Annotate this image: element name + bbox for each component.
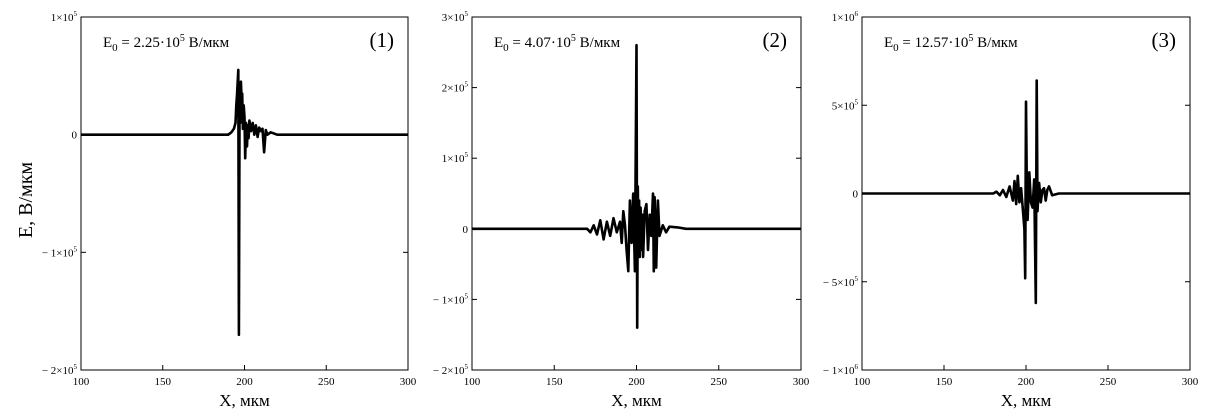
y-axis-label: E, В/мкм [15, 162, 37, 238]
y-tick-label-3-4: − 1×106 [823, 363, 859, 377]
y-tick-label-2-1: 2×105 [442, 81, 469, 95]
y-tick-label-1-1: 0 [72, 130, 78, 142]
e0-annotation-2: E0 = 4.07·105 В/мкм [494, 33, 621, 54]
y-tick-label-1-3: − 2×105 [42, 363, 78, 377]
x-axis-label-2: X, мкм [611, 391, 662, 410]
panel-number-3: (3) [1152, 28, 1177, 52]
y-tick-label-2-5: − 2×105 [433, 363, 469, 377]
series-line-3 [862, 79, 1190, 305]
e0-annotation-3: E0 = 12.57·105 В/мкм [884, 33, 1018, 54]
x-tick-label-2-4: 300 [793, 376, 810, 388]
series-line-1 [81, 68, 408, 336]
y-tick-label-3-2: 0 [853, 189, 859, 201]
plot-frame-1 [80, 16, 409, 371]
y-tick-label-1-0: 1×105 [51, 10, 78, 24]
e0-annotation-1: E0 = 2.25·105 В/мкм [103, 33, 230, 54]
x-tick-label-2-0: 100 [464, 376, 481, 388]
y-tick-label-1-2: − 1×105 [42, 245, 78, 259]
y-tick-label-3-1: 5×105 [832, 98, 859, 112]
x-axis-label-3: X, мкм [1001, 391, 1052, 410]
x-tick-label-3-4: 300 [1182, 376, 1199, 388]
y-tick-label-3-3: − 5×105 [823, 275, 859, 289]
x-tick-label-3-2: 200 [1018, 376, 1035, 388]
panel-number-2: (2) [763, 28, 788, 52]
x-tick-label-2-2: 200 [628, 376, 645, 388]
x-tick-label-1-3: 250 [318, 376, 335, 388]
x-tick-label-1-4: 300 [400, 376, 417, 388]
x-tick-label-3-3: 250 [1100, 376, 1117, 388]
y-tick-label-2-3: 0 [463, 224, 469, 236]
x-tick-label-3-0: 100 [854, 376, 871, 388]
panel-1: 100 150 200 250 300 1×105 0 − 1×105 − 2×105 X, мк… [42, 10, 417, 410]
x-tick-label-1-1: 150 [155, 376, 172, 388]
panel-3: 100 150 200 250 300 1×106 5×105 0 − 5×105 − 1×106… [823, 10, 1199, 410]
y-tick-label-2-2: 1×105 [442, 151, 469, 165]
x-axis-label-1: X, мкм [219, 391, 270, 410]
y-tick-label-2-4: − 1×105 [433, 292, 469, 306]
series-line-2 [472, 43, 801, 329]
x-tick-label-3-1: 150 [936, 376, 953, 388]
y-tick-label-3-0: 1×106 [832, 10, 859, 24]
x-tick-label-2-3: 250 [711, 376, 728, 388]
panel-2: 100 150 200 250 300 3×105 2×105 1×105 0 − 1×105 − … [433, 10, 810, 410]
x-tick-label-1-0: 100 [73, 376, 90, 388]
panels: 100 150 200 250 300 1×105 0 − 1×105 − 2×105 X, мк… [42, 10, 1199, 410]
panel-number-1: (1) [370, 28, 395, 52]
x-tick-label-2-1: 150 [546, 376, 563, 388]
y-tick-label-2-0: 3×105 [442, 10, 469, 24]
x-tick-label-1-2: 200 [236, 376, 253, 388]
